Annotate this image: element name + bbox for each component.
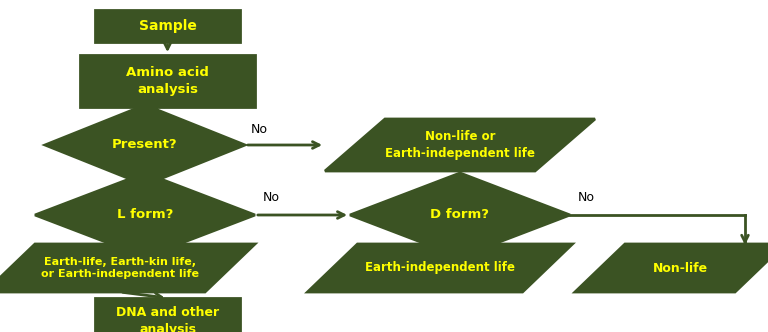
Polygon shape [0,244,255,292]
FancyBboxPatch shape [95,298,240,332]
FancyBboxPatch shape [95,10,240,42]
Text: No: No [263,191,280,204]
Text: Non-life or
Earth-independent life: Non-life or Earth-independent life [385,130,535,159]
Polygon shape [575,244,768,292]
Text: No: No [251,123,268,136]
Text: Non-life: Non-life [653,262,707,275]
Text: Present?: Present? [112,138,178,151]
Polygon shape [45,105,245,185]
Polygon shape [35,173,255,257]
Text: No: No [578,191,595,204]
Text: Amino acid
analysis: Amino acid analysis [126,66,209,96]
Text: Sample: Sample [138,19,197,33]
Text: L form?: L form? [117,208,174,221]
Text: Earth-life, Earth-kin life,
or Earth-independent life: Earth-life, Earth-kin life, or Earth-ind… [41,257,199,279]
Text: Earth-independent life: Earth-independent life [365,262,515,275]
Polygon shape [350,173,570,257]
Polygon shape [325,119,595,171]
Polygon shape [307,244,572,292]
Text: DNA and other
analysis: DNA and other analysis [116,306,219,332]
Text: D form?: D form? [431,208,489,221]
FancyBboxPatch shape [80,55,255,107]
